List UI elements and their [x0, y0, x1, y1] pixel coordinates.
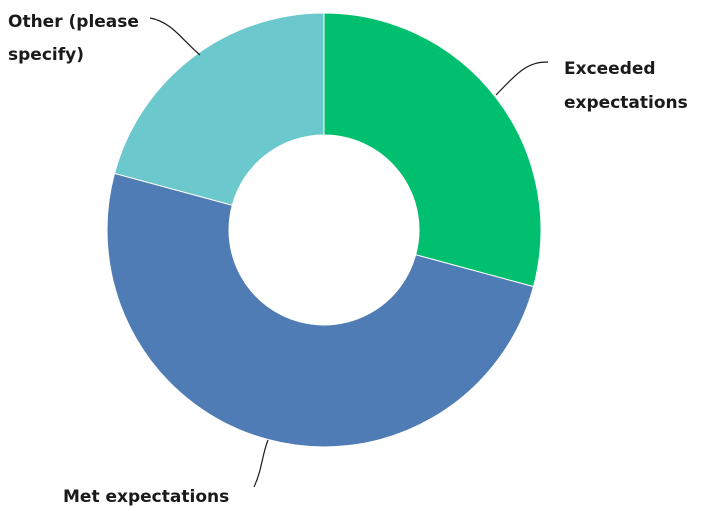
leader-line-exceeded — [495, 61, 549, 96]
donut-slice-other — [113, 12, 325, 206]
slice-label-other: Other (please specify) — [8, 12, 145, 65]
slice-label-met: Met expectations — [63, 487, 229, 507]
donut-slice-exceeded — [323, 12, 542, 288]
slice-label-exceeded: Exceeded expectations — [564, 59, 688, 113]
donut-slice-met — [106, 172, 535, 448]
leader-line-other — [149, 17, 201, 56]
donut-slices — [106, 12, 542, 448]
leader-line-met — [253, 439, 269, 488]
